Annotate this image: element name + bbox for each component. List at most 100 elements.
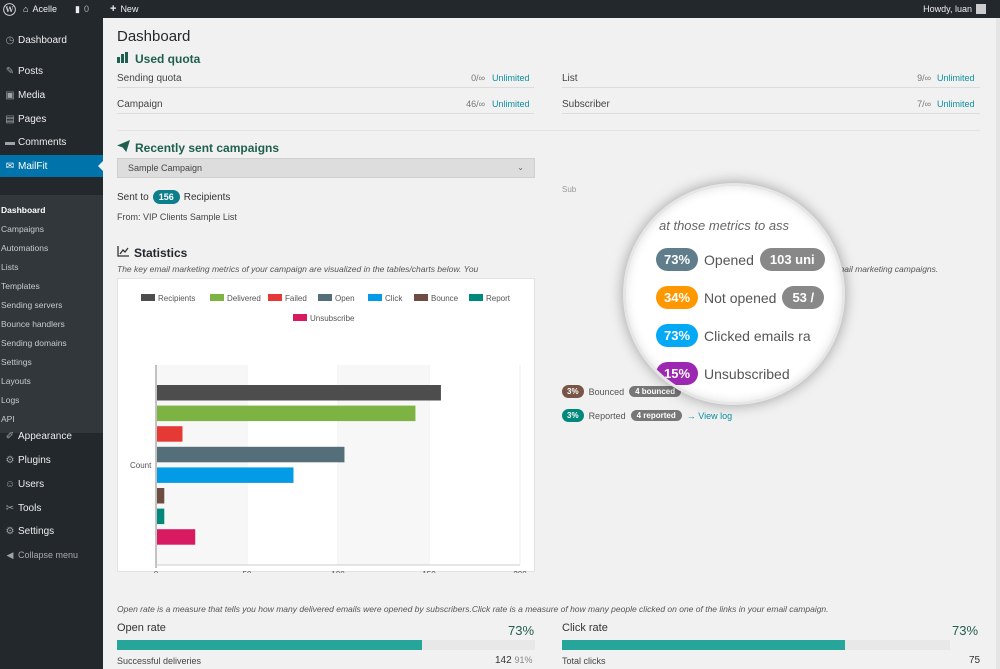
line-chart-icon: [117, 246, 129, 260]
user-icon: ☺: [4, 478, 16, 490]
metric-row: 3% Reported 4 reported → View log: [562, 409, 732, 422]
sidebar-item-collapse-menu[interactable]: ◀ Collapse menu: [0, 544, 103, 566]
comment-icon: ▮: [75, 4, 80, 14]
submenu-item-sending-servers[interactable]: Sending servers: [1, 300, 63, 310]
sidebar-item-posts[interactable]: ✎ Posts: [0, 60, 103, 82]
bar-unsubscribe: [157, 529, 196, 545]
quota-value: 7/∞: [917, 99, 931, 109]
bar-open: [157, 446, 345, 463]
view-log-link[interactable]: → View log: [686, 410, 733, 421]
magnified-metric-label: Unsubscribed: [704, 365, 790, 382]
admin-bar: W ⌂ Acelle ▮ 0 + New Howdy, luan: [0, 0, 1000, 18]
click-rate-label: Click rate: [562, 622, 608, 634]
legend-label: Click: [385, 294, 403, 303]
unlimited-link[interactable]: Unlimited: [937, 73, 975, 83]
sidebar-item-comments[interactable]: ▬ Comments: [0, 131, 103, 153]
submenu-item-api[interactable]: API: [1, 414, 15, 424]
legend-swatch: [293, 314, 307, 321]
statistics-description: The key email marketing metrics of your …: [117, 264, 479, 274]
magnified-metric-label: Not opened: [704, 289, 777, 306]
bar-bounce: [157, 488, 165, 504]
open-rate-label: Open rate: [117, 622, 166, 634]
submenu-item-layouts[interactable]: Layouts: [1, 376, 31, 386]
sidebar-item-mailfit[interactable]: ✉ MailFit: [0, 155, 103, 177]
submenu-item-bounce-handlers[interactable]: Bounce handlers: [1, 319, 65, 329]
sidebar-item-tools[interactable]: ✂ Tools: [0, 497, 103, 519]
avatar: [976, 4, 986, 14]
submenu-item-sending-domains[interactable]: Sending domains: [1, 338, 67, 348]
sidebar-item-pages[interactable]: ▤ Pages: [0, 108, 103, 130]
sidebar-item-appearance[interactable]: ✐ Appearance: [0, 425, 103, 447]
open-rate-fill: [117, 640, 423, 650]
statistics-chart: Recipients Delivered Failed Open Click Bounce…: [117, 278, 535, 579]
submenu-item-campaigns[interactable]: Campaigns: [1, 224, 44, 234]
legend-label: Bounce: [431, 294, 459, 303]
submenu-item-dashboard[interactable]: Dashboard: [1, 205, 46, 215]
media-icon: ▣: [5, 89, 15, 101]
magnified-percent-badge: 34%: [656, 286, 699, 309]
legend-swatch: [268, 294, 282, 301]
metric-count-badge: 4 reported: [630, 410, 682, 421]
campaign-select[interactable]: Sample Campaign ⌄: [117, 158, 535, 178]
mailfit-submenu: Dashboard Campaigns Automations Lists Templa…: [0, 195, 103, 433]
legend-label: Failed: [285, 294, 307, 303]
statistics-heading: Statistics: [117, 246, 187, 260]
bar-report: [157, 508, 165, 525]
legend-label: Unsubscribe: [310, 314, 355, 323]
plus-icon: +: [110, 3, 117, 15]
sidebar-item-media[interactable]: ▣ Media: [0, 84, 103, 106]
open-rate-bar: [117, 640, 535, 650]
sidebar-item-plugins[interactable]: ⚙ Plugins: [0, 449, 103, 471]
magnified-percent-badge: 73%: [656, 324, 699, 347]
submenu-item-templates[interactable]: Templates: [1, 281, 40, 291]
submenu-item-lists[interactable]: Lists: [1, 262, 19, 272]
wordpress-logo-icon[interactable]: W: [3, 0, 16, 18]
plugin-icon: ⚙: [5, 454, 15, 466]
magnified-sub-stub: Sub: [654, 200, 671, 210]
successful-deliveries-value: 142 91%: [495, 655, 533, 666]
legend-swatch: [141, 294, 155, 301]
open-rate-pct: 73%: [508, 623, 535, 638]
click-rate-pct: 73%: [952, 623, 979, 638]
unlimited-link[interactable]: Unlimited: [492, 73, 530, 83]
metric-label: Bounced: [588, 386, 625, 397]
sidebar-item-users[interactable]: ☺ Users: [0, 473, 103, 495]
submenu-item-logs[interactable]: Logs: [1, 395, 20, 405]
unlimited-link[interactable]: Unlimited: [937, 99, 975, 109]
quota-label: Subscriber: [562, 99, 610, 110]
settings-icon: ⚙: [5, 525, 15, 537]
submenu-item-settings[interactable]: Settings: [1, 357, 32, 367]
admin-sidebar: Dashboard Campaigns Automations Lists Templa…: [0, 18, 103, 669]
magnifier-lens: Sub at those metrics to ass 73% Opened 103…: [623, 183, 845, 405]
mail-icon: ✉: [5, 160, 15, 172]
submenu-item-automations[interactable]: Automations: [1, 243, 49, 253]
x-tick-label: 0: [154, 570, 159, 573]
pin-icon: ✎: [5, 65, 15, 77]
metric-label: Reported: [588, 410, 626, 421]
magnified-percent-badge: 15%: [656, 362, 699, 385]
legend-swatch: [414, 294, 428, 301]
total-clicks-value: 75: [969, 655, 981, 666]
account-menu[interactable]: Howdy, luan: [923, 0, 986, 18]
brush-icon: ✐: [5, 430, 15, 442]
page-scrollbar[interactable]: [996, 18, 1000, 669]
sidebar-item-dashboard[interactable]: ◷ Dashboard: [0, 29, 103, 51]
new-content-link[interactable]: + New: [110, 0, 138, 18]
bar-chart: Recipients Delivered Failed Open Click Bounce…: [130, 294, 527, 579]
sidebar-item-settings[interactable]: ⚙ Settings: [0, 520, 103, 542]
subtitle-stub: Sub: [562, 185, 577, 194]
pages-icon: ▤: [5, 113, 15, 125]
x-tick-label: 150: [422, 570, 436, 573]
magnified-metric-row: 73% Opened 103 uni: [656, 248, 825, 271]
successful-deliveries-label: Successful deliveries: [117, 656, 202, 666]
paper-plane-icon: [117, 140, 130, 155]
comments-link[interactable]: ▮ 0: [75, 0, 89, 18]
magnified-count-badge: 103 uni: [759, 248, 825, 271]
statistics-description-right: ccess of your email marketing campaigns.: [780, 264, 939, 274]
magnified-intro: at those metrics to ass: [659, 218, 790, 233]
bar-delivered: [157, 405, 416, 422]
unlimited-link[interactable]: Unlimited: [492, 99, 530, 109]
site-name-link[interactable]: ⌂ Acelle: [23, 0, 57, 18]
magnified-metric-label: Opened: [704, 251, 754, 268]
quota-label: Campaign: [117, 99, 163, 110]
